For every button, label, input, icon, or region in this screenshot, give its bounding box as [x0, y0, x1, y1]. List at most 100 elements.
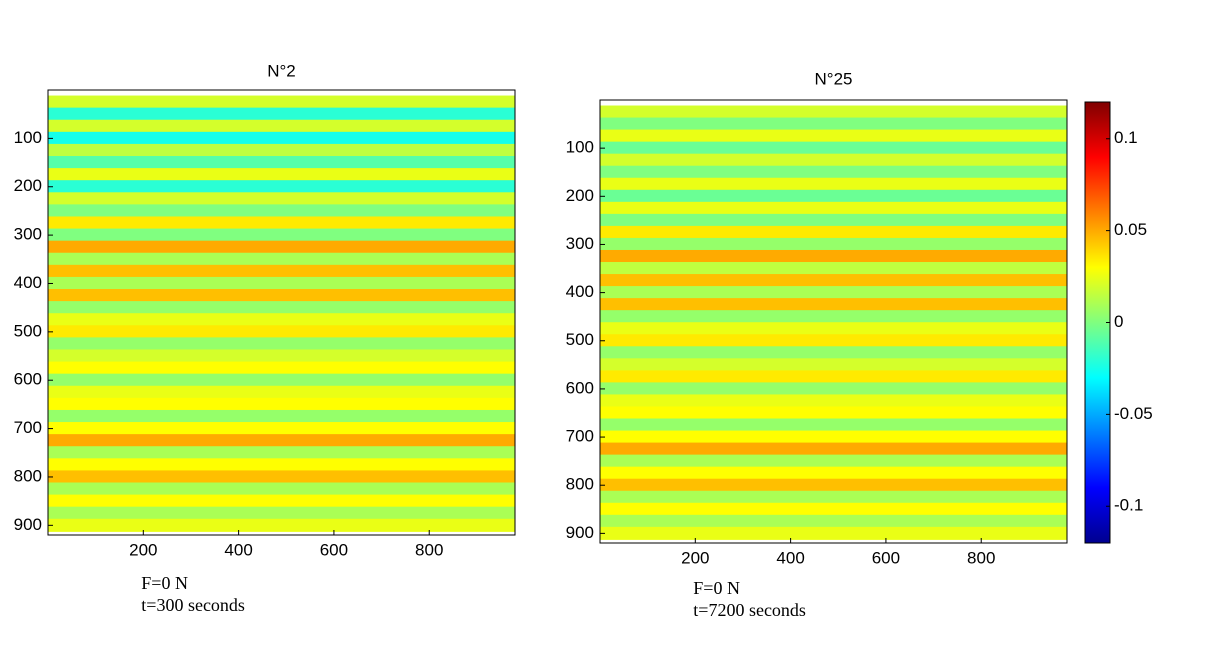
heat-row: [48, 180, 515, 194]
heat-row: [600, 490, 1067, 504]
heat-row: [600, 358, 1067, 372]
heat-row: [600, 286, 1067, 300]
heat-row: [48, 470, 515, 484]
heat-row: [48, 131, 515, 145]
heat-row: [600, 430, 1067, 444]
heat-row: [600, 237, 1067, 251]
colorbar-tick-label: 0: [1114, 312, 1123, 331]
y-tick-label: 400: [14, 273, 42, 292]
y-tick-label: 100: [566, 138, 594, 157]
heat-row: [48, 434, 515, 448]
heat-row: [48, 276, 515, 291]
heat-row: [600, 370, 1067, 384]
heat-row: [48, 301, 515, 315]
annotation: t=7200 seconds: [693, 600, 806, 620]
heat-row: [600, 394, 1067, 408]
heat-row: [48, 397, 515, 411]
axes-frame: [599, 99, 1068, 544]
heat-row: [48, 289, 515, 303]
heat-row: [600, 177, 1067, 191]
heat-row: [48, 337, 515, 351]
heat-row: [48, 264, 515, 278]
colorbar-tick-label: -0.1: [1114, 496, 1143, 515]
heat-row: [600, 141, 1067, 155]
heat-row: [600, 454, 1067, 468]
heat-row: [48, 482, 515, 496]
heat-row: [48, 385, 515, 399]
y-tick-label: 900: [566, 523, 594, 542]
heat-row: [600, 478, 1067, 492]
heat-row: [48, 446, 515, 460]
heat-row: [48, 518, 515, 532]
colorbar: [1084, 101, 1111, 544]
heat-row: [600, 310, 1067, 324]
heat-row: [600, 225, 1067, 239]
y-tick-label: 400: [566, 282, 594, 301]
y-tick-label: 900: [14, 515, 42, 534]
colorbar-tick-label: -0.05: [1114, 404, 1153, 423]
x-tick-label: 600: [320, 540, 348, 559]
heat-row: [48, 349, 515, 363]
annotation: t=300 seconds: [141, 595, 245, 615]
heat-row: [600, 201, 1067, 215]
annotation: F=0 N: [693, 578, 740, 598]
colorbar-tick-label: 0.1: [1114, 128, 1138, 147]
y-tick-label: 200: [14, 176, 42, 195]
heat-row: [600, 274, 1067, 288]
heat-row: [600, 249, 1067, 264]
heat-row: [48, 228, 515, 242]
heat-row: [48, 192, 515, 206]
heat-row: [600, 334, 1067, 348]
heat-row: [48, 95, 515, 109]
x-tick-label: 400: [776, 548, 804, 567]
y-tick-label: 700: [566, 427, 594, 446]
chart-title: N°25: [815, 69, 853, 88]
heat-row: [600, 442, 1067, 456]
x-tick-label: 800: [967, 548, 995, 567]
y-tick-label: 800: [566, 475, 594, 494]
heat-row: [600, 526, 1067, 540]
heat-row: [48, 240, 515, 254]
heat-row: [600, 346, 1067, 360]
heat-row: [600, 418, 1067, 432]
heat-row: [600, 466, 1067, 480]
heat-row: [600, 117, 1067, 131]
heat-row: [48, 409, 515, 424]
y-tick-label: 500: [14, 321, 42, 340]
heat-row: [600, 322, 1067, 336]
heat-row: [48, 506, 515, 520]
heat-row: [600, 406, 1067, 420]
heat-row: [600, 189, 1067, 203]
y-tick-label: 300: [14, 225, 42, 244]
heat-row: [48, 204, 515, 218]
heat-row: [48, 422, 515, 436]
y-tick-label: 100: [14, 128, 42, 147]
heat-row: [48, 252, 515, 266]
heat-row: [48, 143, 515, 158]
heat-row: [48, 168, 515, 182]
heat-row: [48, 119, 515, 133]
y-tick-label: 800: [14, 466, 42, 485]
heat-row: [48, 494, 515, 508]
colorbar-tick-label: 0.05: [1114, 220, 1147, 239]
heat-row: [600, 502, 1067, 516]
heat-row: [48, 216, 515, 230]
chart-title: N°2: [267, 61, 296, 80]
x-tick-label: 200: [681, 548, 709, 567]
x-tick-label: 600: [872, 548, 900, 567]
heat-row: [48, 156, 515, 170]
heat-row: [48, 325, 515, 339]
axes-frame: [47, 89, 516, 536]
heat-row: [48, 458, 515, 472]
y-tick-label: 700: [14, 418, 42, 437]
heat-row: [48, 373, 515, 387]
y-tick-label: 200: [566, 186, 594, 205]
heat-row: [48, 313, 515, 327]
y-tick-label: 300: [566, 234, 594, 253]
heat-row: [600, 129, 1067, 143]
annotation: F=0 N: [141, 573, 188, 593]
heat-row: [600, 213, 1067, 227]
heat-row: [600, 153, 1067, 167]
